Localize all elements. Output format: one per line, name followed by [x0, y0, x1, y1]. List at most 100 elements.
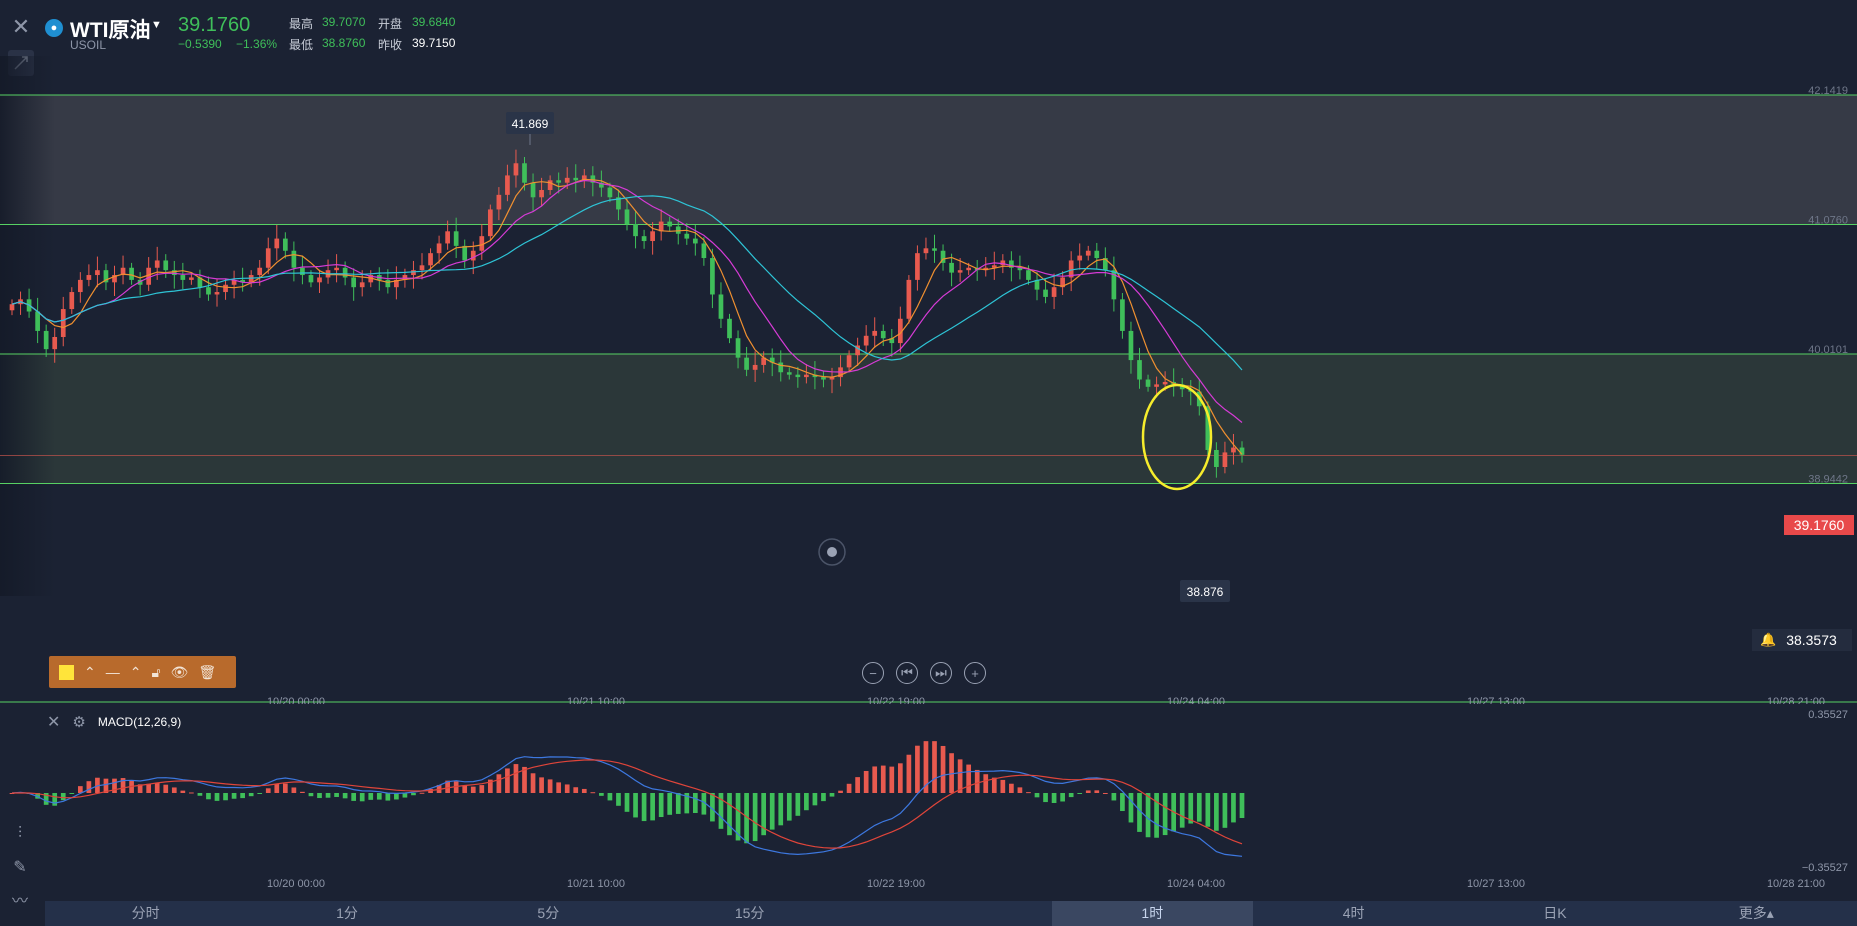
macd-histogram-bar	[522, 766, 527, 793]
macd-histogram-bar	[863, 770, 869, 793]
macd-histogram-bar	[684, 793, 690, 814]
symbol-name[interactable]: WTI原油	[70, 19, 151, 42]
color-swatch-icon[interactable]	[59, 664, 74, 680]
zoom-in-button[interactable]: +	[964, 662, 986, 684]
timeframe-tab[interactable]: 1时	[1051, 901, 1253, 926]
crosshair-handle	[818, 538, 846, 566]
candle-body	[1102, 258, 1108, 271]
macd-histogram-bar	[9, 793, 15, 794]
caret-up-icon[interactable]: ⌃	[84, 663, 96, 680]
timeframe-tab[interactable]	[850, 901, 1051, 926]
macd-histogram-bar	[880, 765, 886, 793]
chevron-down-icon[interactable]: ▼	[151, 19, 162, 31]
gear-icon[interactable]: ⚙	[72, 714, 86, 731]
macd-histogram-bar	[1009, 783, 1014, 793]
max-marker: 41.869	[506, 112, 554, 145]
macd-histogram-bar	[1145, 793, 1151, 838]
candle-body	[710, 258, 715, 295]
macd-histogram-bar	[923, 741, 929, 793]
macd-histogram-bar	[1128, 793, 1134, 823]
y-tick-label: 40.0101	[1808, 344, 1848, 356]
price-chart[interactable]: 42.1419 41.0760 40.0101 38.9442 10/20 00:00 1…	[0, 56, 1857, 704]
candle-body	[69, 292, 75, 310]
candle-body	[1077, 255, 1083, 261]
macd-histogram-bar	[86, 781, 92, 793]
unlock-icon[interactable]: 🔓︎	[151, 663, 161, 680]
macd-histogram-bar	[470, 786, 476, 793]
candle-body	[735, 338, 741, 358]
macd-histogram-bar	[1077, 793, 1083, 794]
macd-histogram-bar	[1137, 793, 1142, 832]
y-tick-label: 0.35527	[1808, 709, 1848, 721]
candle-body	[496, 194, 502, 210]
timeframe-tab[interactable]: 4时	[1342, 905, 1365, 921]
close-icon[interactable]: ✕	[11, 14, 31, 39]
macd-histogram-bar	[675, 793, 681, 814]
zoom-out-button[interactable]: −	[862, 662, 884, 684]
candle-body	[983, 267, 989, 271]
trend-icon[interactable]: 〰	[11, 893, 28, 910]
x-tick-label: 10/24 04:00	[1167, 696, 1225, 704]
macd-histogram-bar	[1102, 792, 1108, 794]
macd-histogram-bar	[983, 774, 989, 793]
candle-body	[368, 275, 374, 283]
high-value: 39.7070	[322, 15, 366, 29]
macd-histogram-bar	[462, 785, 468, 793]
macd-histogram-bar	[342, 793, 348, 799]
timeframe-tab[interactable]: 1分	[336, 905, 358, 921]
scroll-end-button[interactable]: ⏭	[930, 662, 952, 684]
macd-histogram-bar	[103, 778, 109, 793]
candle-body	[692, 238, 698, 244]
macd-histogram-bar	[769, 793, 775, 830]
candle-body	[291, 250, 297, 268]
candle-body	[616, 197, 621, 210]
candle-body	[667, 221, 673, 227]
macd-histogram-bar	[667, 793, 673, 815]
timeframe-tab[interactable]: 5分	[537, 905, 560, 921]
eye-icon[interactable]: 👁︎	[170, 663, 189, 680]
candle-body	[1051, 287, 1057, 297]
x-tick-label: 10/28 21:00	[1767, 696, 1825, 704]
timeframe-tab[interactable]: 分时	[131, 905, 160, 921]
timeframe-tab[interactable]: 日K	[1543, 905, 1567, 921]
macd-histogram-bar	[838, 790, 843, 793]
macd-histogram-bar	[889, 766, 895, 793]
macd-histogram-bar	[718, 793, 724, 829]
caret-up-icon[interactable]: ⌃	[129, 663, 142, 680]
candle-body	[727, 318, 732, 339]
candle-body	[966, 267, 972, 271]
trash-icon[interactable]: 🗑︎	[198, 663, 217, 680]
macd-title: MACD(12,26,9)	[97, 715, 182, 729]
timeframe-tab[interactable]: 15分	[734, 905, 765, 921]
macd-histogram-bar	[60, 793, 66, 801]
x-tick-label: 10/21 10:00	[567, 696, 625, 704]
price-alert[interactable]: 🔔 38.3573	[1752, 629, 1852, 651]
moving-average-line	[11, 195, 1243, 371]
pencil-icon[interactable]: ✎	[13, 859, 27, 876]
indicator-icon[interactable]: ⫶	[17, 825, 22, 842]
macd-histogram-bar	[564, 784, 570, 793]
bell-icon[interactable]: 🔔	[1760, 632, 1777, 647]
macd-histogram-bar	[897, 763, 903, 793]
macd-histogram-bar	[701, 793, 707, 815]
macd-chart[interactable]: 10/20 00:00 10/21 10:00 10/22 19:00 10/24 0…	[0, 706, 1857, 901]
candle-body	[86, 275, 92, 280]
candle-body	[786, 372, 792, 375]
scroll-start-button[interactable]: ⏮	[896, 662, 918, 684]
highlight-circle	[1141, 383, 1213, 491]
macd-histogram-bar	[317, 793, 322, 799]
candle-body	[1026, 270, 1031, 280]
line-style-icon[interactable]: —	[105, 664, 120, 680]
macd-histogram-bar	[812, 793, 818, 806]
timeframe-tab[interactable]: 更多▴	[1738, 905, 1774, 921]
candle-body	[214, 292, 220, 295]
close-icon[interactable]: ✕	[47, 714, 61, 731]
macd-histogram-bar	[633, 793, 638, 818]
macd-histogram-bar	[735, 793, 741, 841]
macd-histogram-bar	[821, 793, 826, 802]
candle-body	[897, 318, 903, 344]
candle-body	[274, 238, 280, 249]
candle-body	[1085, 250, 1091, 256]
macd-histogram-bar	[240, 793, 245, 799]
macd-histogram-bar	[445, 780, 450, 793]
